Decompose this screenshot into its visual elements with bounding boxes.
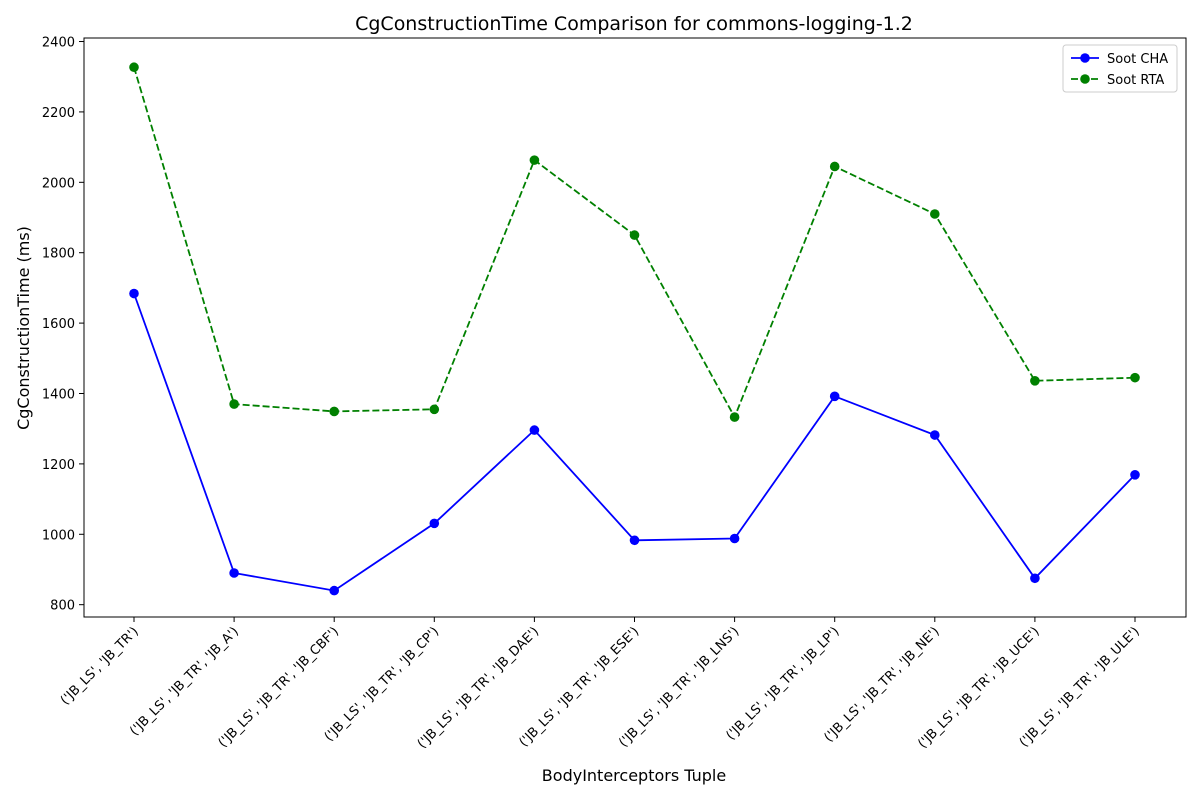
- legend-marker: [1080, 74, 1090, 84]
- data-point: [129, 62, 139, 73]
- data-point: [429, 518, 440, 529]
- y-tick-label: 1200: [42, 458, 75, 473]
- data-point: [729, 412, 740, 422]
- legend-entry-label: Soot RTA: [1107, 73, 1164, 88]
- data-point: [930, 209, 940, 219]
- data-point: [229, 399, 239, 409]
- y-tick-label: 2200: [42, 106, 75, 121]
- x-axis-label: BodyInterceptors Tuple: [542, 766, 726, 785]
- data-point: [329, 585, 340, 596]
- y-tick-label: 800: [50, 599, 75, 614]
- data-point: [1030, 376, 1040, 386]
- data-point: [429, 404, 440, 415]
- data-point: [829, 161, 840, 172]
- data-point: [129, 288, 139, 299]
- data-point: [1030, 573, 1040, 584]
- y-tick-label: 2400: [42, 36, 75, 51]
- y-tick-label: 1000: [42, 528, 75, 543]
- y-tick-label: 1400: [42, 387, 75, 402]
- legend-box: [1062, 44, 1178, 93]
- data-point: [329, 406, 340, 417]
- y-tick-label: 1600: [42, 317, 75, 332]
- data-point: [529, 425, 540, 435]
- data-point: [229, 568, 239, 578]
- legend-entry-label: Soot CHA: [1107, 52, 1168, 67]
- data-point: [629, 535, 640, 546]
- data-point: [629, 230, 640, 240]
- data-point: [729, 533, 740, 544]
- data-point: [930, 430, 940, 440]
- chart-title: CgConstructionTime Comparison for common…: [355, 13, 913, 35]
- y-axis-label: CgConstructionTime (ms): [14, 226, 33, 430]
- legend: Soot CHA Soot RTA: [1062, 44, 1178, 93]
- data-point: [1130, 372, 1140, 383]
- data-point: [829, 391, 840, 402]
- y-tick-label: 2000: [42, 176, 75, 191]
- legend-marker: [1080, 53, 1090, 63]
- y-tick-label: 1800: [42, 247, 75, 262]
- data-point: [1130, 470, 1140, 480]
- data-point: [529, 155, 540, 165]
